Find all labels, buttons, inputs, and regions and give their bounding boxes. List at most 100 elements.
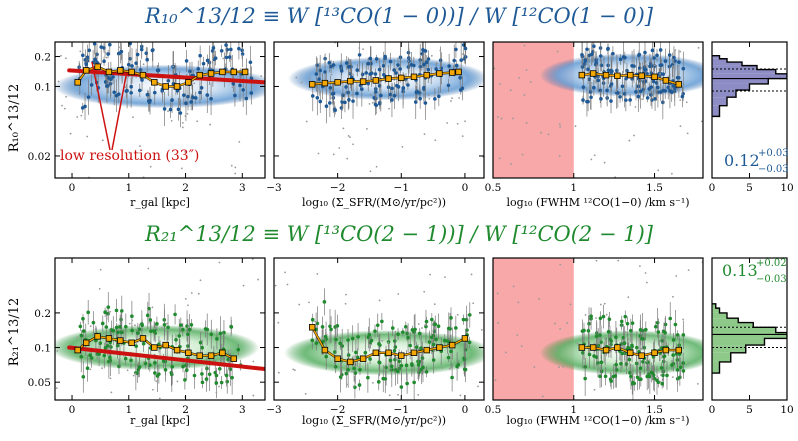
data-point <box>346 353 351 357</box>
data-point <box>644 327 648 332</box>
data-point <box>198 53 202 58</box>
data-point <box>81 53 85 58</box>
background-point <box>218 385 220 388</box>
data-point <box>609 99 613 103</box>
data-point <box>637 52 642 57</box>
binned-marker <box>128 68 135 76</box>
stat-bottom-up: +0.02 <box>756 258 787 269</box>
data-point <box>346 338 350 342</box>
binned-marker <box>385 75 392 82</box>
binned-marker <box>173 83 181 90</box>
binned-marker <box>185 349 192 357</box>
data-point <box>655 320 660 325</box>
data-point <box>244 96 249 101</box>
y-tick-label: 0.2 <box>34 52 51 64</box>
background-point <box>639 265 641 268</box>
background-point <box>525 69 528 72</box>
annotation-pointer <box>91 61 127 151</box>
data-point <box>598 54 603 58</box>
binned-marker <box>128 339 135 346</box>
data-point <box>338 375 343 379</box>
background-point <box>200 331 203 334</box>
data-point <box>189 323 194 327</box>
background-point <box>196 120 199 123</box>
background-point <box>60 54 62 57</box>
background-point <box>76 336 79 339</box>
data-point <box>424 319 429 324</box>
background-point <box>396 356 399 359</box>
data-point <box>614 367 619 372</box>
data-point <box>594 334 599 339</box>
axes-frame <box>273 257 485 401</box>
data-point <box>382 72 386 77</box>
data-point <box>184 368 189 373</box>
hist-outline <box>712 303 787 374</box>
data-point <box>314 72 319 76</box>
background-point <box>558 155 561 157</box>
x-tick-label: 3 <box>239 182 246 194</box>
binned-marker <box>151 344 158 351</box>
plot-area-r21_hist <box>712 303 787 374</box>
background-point <box>634 106 637 108</box>
binned-marker <box>359 355 367 362</box>
background-point <box>350 94 353 97</box>
hist-bar <box>712 303 716 309</box>
data-point <box>418 64 423 69</box>
data-point <box>637 66 642 70</box>
background-point <box>523 44 526 47</box>
background-point <box>494 379 497 382</box>
background-point <box>359 362 361 365</box>
data-point <box>193 96 198 100</box>
data-point <box>413 327 417 332</box>
data-point <box>393 345 398 349</box>
background-point <box>184 151 187 153</box>
data-point <box>213 56 218 60</box>
background-point <box>131 76 134 79</box>
binned-marker <box>398 352 405 359</box>
data-point <box>140 78 144 82</box>
data-point <box>630 321 635 325</box>
background-point <box>57 80 60 83</box>
background-point <box>101 139 104 142</box>
data-point <box>137 327 142 332</box>
data-point <box>580 329 585 333</box>
background-point <box>584 314 587 316</box>
background-point <box>142 361 145 364</box>
data-point <box>648 374 652 379</box>
data-point <box>340 100 344 104</box>
data-point <box>436 324 441 329</box>
data-point <box>423 101 428 105</box>
x-tick-label: −2 <box>330 404 345 416</box>
background-point <box>378 58 381 61</box>
background-point <box>679 99 682 102</box>
binned-marker <box>436 344 443 351</box>
data-point <box>130 64 134 68</box>
background-point <box>65 95 68 98</box>
data-point <box>368 357 372 361</box>
background-point <box>160 326 163 329</box>
axes-frame <box>54 41 266 179</box>
data-point <box>417 331 422 336</box>
data-point <box>396 332 400 336</box>
background-point <box>65 57 67 60</box>
hist-bar <box>712 338 765 346</box>
data-point <box>149 329 153 334</box>
data-point <box>662 354 666 359</box>
background-point <box>199 279 202 282</box>
background-point <box>369 170 372 173</box>
binned-marker <box>423 346 430 354</box>
data-point <box>162 322 167 327</box>
y-tick-label: 0.1 <box>34 81 51 93</box>
background-point <box>380 370 383 373</box>
background-point <box>687 269 690 272</box>
plot-area-r10_sfr <box>288 42 484 173</box>
data-point <box>392 68 396 72</box>
data-point <box>395 83 399 88</box>
background-point <box>349 136 351 139</box>
data-point <box>421 365 425 370</box>
background-point <box>151 306 154 309</box>
data-point <box>84 62 89 67</box>
data-point <box>92 42 97 46</box>
data-point <box>155 68 160 73</box>
data-point <box>581 85 586 89</box>
